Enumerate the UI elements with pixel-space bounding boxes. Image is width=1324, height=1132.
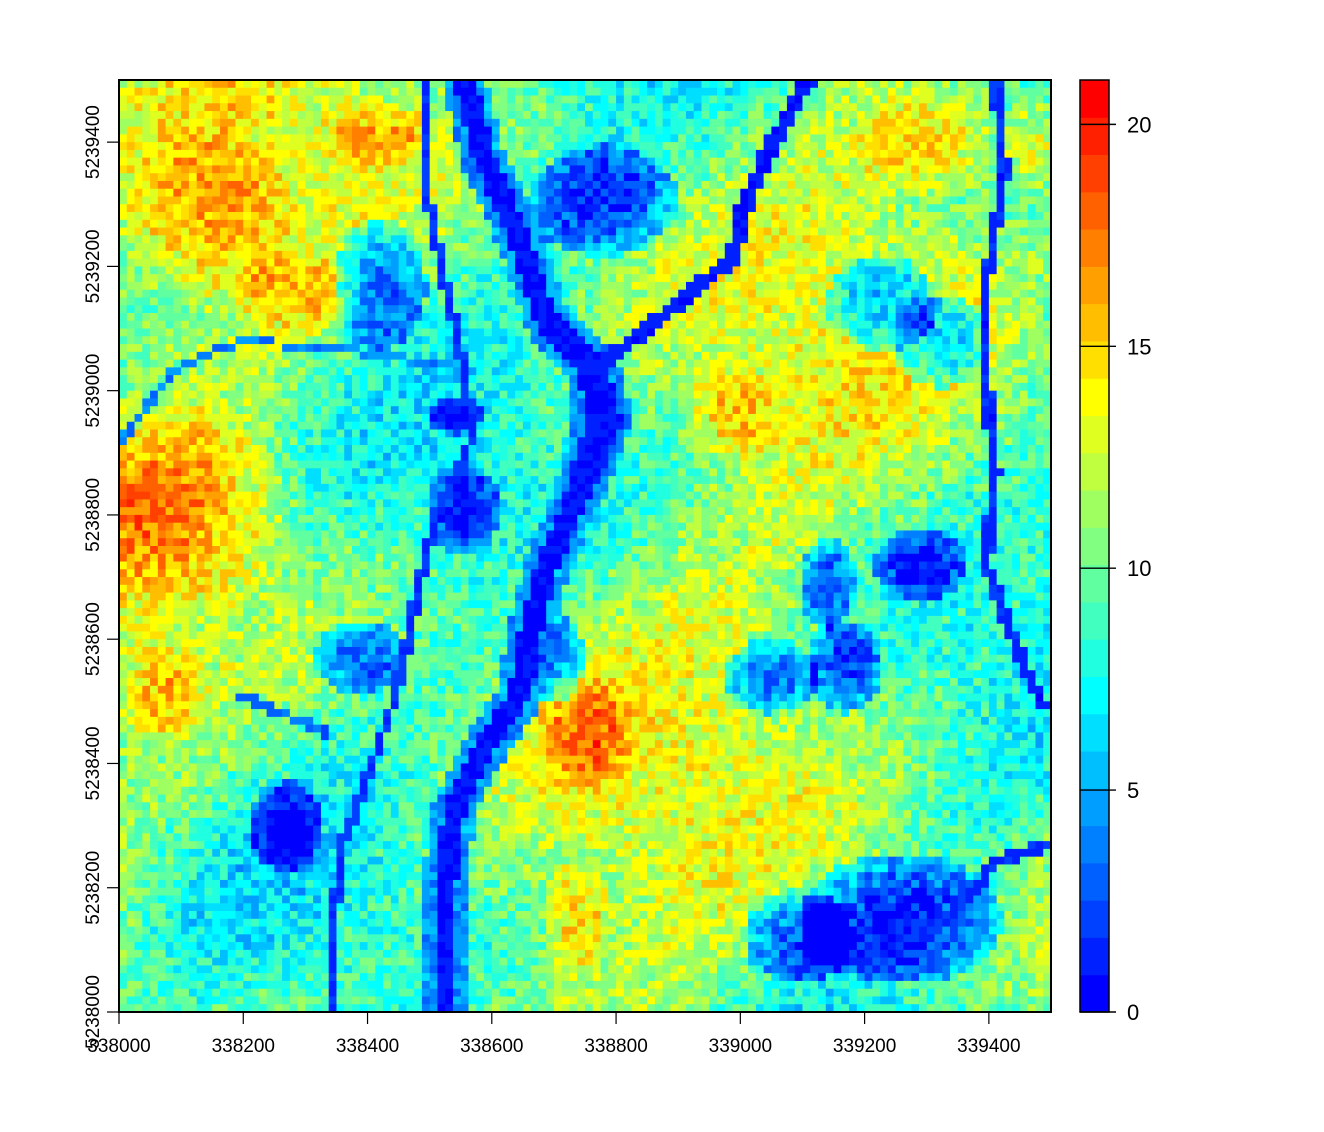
colorbar-swatch: [1080, 453, 1109, 491]
colorbar-swatch: [1080, 192, 1109, 230]
colorbar-swatch: [1080, 751, 1109, 789]
colorbar-swatch: [1080, 229, 1109, 267]
colorbar-swatch: [1080, 937, 1109, 975]
y-tick-label: 5238800: [83, 478, 104, 552]
colorbar-swatch: [1080, 900, 1109, 938]
colorbar-swatch: [1080, 676, 1109, 714]
colorbar-tick-label: 15: [1127, 334, 1151, 359]
colorbar-swatch: [1080, 416, 1109, 454]
colorbar-swatch: [1080, 602, 1109, 640]
y-tick-label: 5239200: [83, 229, 104, 303]
y-tick-label: 5238000: [83, 975, 104, 1049]
y-tick-label: 5238200: [83, 851, 104, 925]
x-tick-label: 338200: [212, 1036, 275, 1057]
colorbar-tick-label: 5: [1127, 778, 1139, 803]
colorbar-swatch: [1080, 826, 1109, 864]
colorbar-swatch: [1080, 527, 1109, 565]
colorbar-swatch: [1080, 714, 1109, 752]
y-axis: 5238000 5238200 5238400 5238600 5238800 52390…: [83, 105, 119, 1049]
x-tick-label: 339200: [833, 1036, 896, 1057]
colorbar-tick-label: 20: [1127, 112, 1151, 137]
colorbar-swatch: [1080, 639, 1109, 677]
y-tick-label: 5238600: [83, 602, 104, 676]
y-tick-label: 5238400: [83, 726, 104, 800]
colorbar: 0 5 10 15 20: [1080, 80, 1151, 1025]
x-tick-label: 339400: [957, 1036, 1020, 1057]
y-tick-label: 5239000: [83, 354, 104, 428]
colorbar-tick-label: 10: [1127, 556, 1151, 581]
colorbar-swatch: [1080, 863, 1109, 901]
colorbar-tick-label: 0: [1127, 1000, 1139, 1025]
raster-image: [119, 80, 1052, 1013]
x-tick-label: 339000: [709, 1036, 772, 1057]
colorbar-swatch: [1080, 80, 1109, 118]
colorbar-swatch: [1080, 304, 1109, 342]
x-axis: 338000 338200 338400 338600 338800 339000 3392…: [87, 1012, 1020, 1057]
y-tick-label: 5239400: [83, 105, 104, 179]
colorbar-swatch: [1080, 788, 1109, 826]
x-tick-label: 338600: [460, 1036, 523, 1057]
colorbar-swatch: [1080, 266, 1109, 304]
colorbar-swatch: [1080, 565, 1109, 603]
x-tick-label: 338800: [584, 1036, 647, 1057]
colorbar-swatch: [1080, 117, 1109, 155]
colorbar-swatch: [1080, 378, 1109, 416]
colorbar-swatch: [1080, 975, 1109, 1013]
colorbar-swatch: [1080, 490, 1109, 528]
colorbar-swatch: [1080, 155, 1109, 193]
x-tick-label: 338400: [336, 1036, 399, 1057]
